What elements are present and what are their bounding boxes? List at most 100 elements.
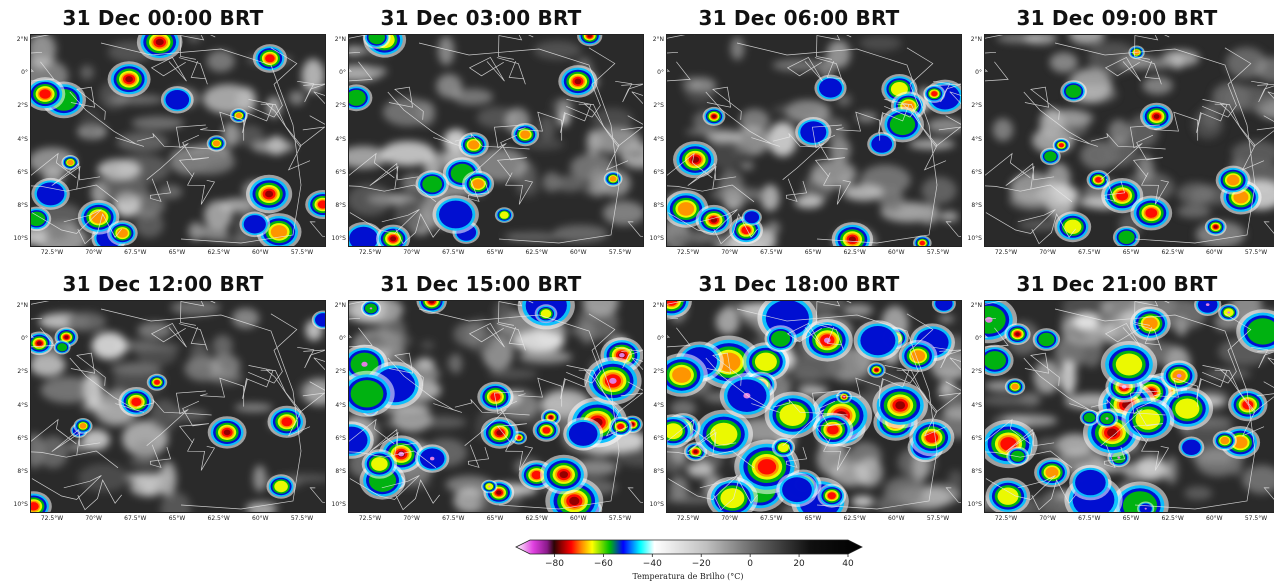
latitude-tick-label: 6°S [335,434,346,442]
latitude-tick-label: 6°S [653,434,664,442]
brightness-temperature-map [348,300,644,513]
latitude-tick-label: 10°S [13,501,28,508]
latitude-tick-label: 0° [21,69,28,77]
longitude-tick-label: 60°W [252,249,269,256]
longitude-tick-label: 57.5°W [290,249,314,256]
brightness-temperature-map [984,300,1274,513]
brightness-temperature-map [984,34,1274,247]
longitude-tick-label: 57.5°W [1244,249,1268,256]
satellite-panel: 31 Dec 21:00 BRT 2°N 0° 2°S 4°S 6°S 8°S 10°S 72.… [958,272,1274,534]
longitude-tick-label: 67.5°W [124,249,147,256]
brightness-temperature-map [666,300,962,513]
panel-title: 31 Dec 03:00 BRT [380,6,582,30]
latitude-tick-label: 10°S [649,235,664,242]
colorbar-tick-label: −20 [691,559,711,569]
latitude-tick-label: 2°N [334,302,346,309]
latitude-tick-label: 2°S [17,102,28,110]
longitude-tick-label: 72.5°W [40,515,64,522]
latitude-tick-label: 2°N [334,36,346,43]
latitude-tick-label: 0° [339,335,346,343]
latitude-tick-label: 2°N [970,36,982,43]
longitude-tick-label: 60°W [1206,515,1223,522]
colorbar-tick-label: 20 [793,559,805,569]
longitude-tick-label: 60°W [1206,249,1223,256]
satellite-panel: 31 Dec 03:00 BRT 2°N 0° 2°S 4°S 6°S 8°S 10°S 72.… [322,6,644,268]
panel-title: 31 Dec 12:00 BRT [62,272,264,296]
panel-title: 31 Dec 09:00 BRT [1016,6,1218,30]
latitude-tick-label: 2°N [16,36,28,43]
satellite-panel: 31 Dec 09:00 BRT 2°N 0° 2°S 4°S 6°S 8°S 10°S 72.… [958,6,1274,268]
latitude-tick-label: 0° [21,335,28,343]
longitude-tick-label: 67.5°W [760,515,783,522]
panel-title: 31 Dec 18:00 BRT [698,272,900,296]
longitude-tick-label: 67.5°W [1078,515,1101,522]
longitude-tick-label: 72.5°W [358,515,382,522]
longitude-tick-label: 65°W [486,249,504,256]
satellite-panel: 31 Dec 15:00 BRT 2°N 0° 2°S 4°S 6°S 8°S 10°S 72.… [322,272,644,534]
longitude-tick-label: 72.5°W [994,249,1018,256]
latitude-tick-label: 8°S [971,467,982,475]
colorbar-tick-label: 40 [842,559,854,569]
latitude-tick-label: 8°S [335,201,346,209]
longitude-tick-label: 62.5°W [525,249,548,256]
longitude-tick-label: 62.5°W [207,515,230,522]
longitude-tick-label: 72.5°W [358,249,382,256]
colorbar-tick-label: −40 [642,559,662,569]
longitude-tick-label: 70°W [85,515,102,522]
latitude-tick-label: 2°N [652,36,664,43]
brightness-temperature-map [30,300,326,513]
longitude-tick-label: 62.5°W [1161,249,1184,256]
longitude-tick-label: 67.5°W [1078,249,1101,256]
latitude-tick-label: 2°S [971,102,982,110]
longitude-tick-label: 67.5°W [760,249,783,256]
longitude-tick-label: 70°W [403,515,420,522]
latitude-tick-label: 6°S [17,168,28,176]
colorbar-tick-label: −60 [593,559,613,569]
colorbar-label: Temperatura de Brilho (°C) [632,572,744,581]
panel-title: 31 Dec 15:00 BRT [380,272,582,296]
latitude-tick-label: 10°S [967,235,982,242]
longitude-tick-label: 57.5°W [290,515,314,522]
latitude-tick-label: 8°S [17,467,28,475]
longitude-tick-label: 70°W [721,515,738,522]
longitude-tick-label: 72.5°W [994,515,1018,522]
longitude-tick-label: 67.5°W [124,515,147,522]
latitude-tick-label: 10°S [13,235,28,242]
satellite-panel: 31 Dec 00:00 BRT 2°N 0° 2°S 4°S 6°S 8°S 10°S 72.… [4,6,326,268]
satellite-panel: 31 Dec 18:00 BRT 2°N 0° 2°S 4°S 6°S 8°S 10°S 72.… [640,272,962,534]
longitude-tick-label: 62.5°W [207,249,230,256]
longitude-tick-label: 72.5°W [40,249,64,256]
longitude-tick-label: 60°W [888,515,905,522]
latitude-tick-label: 2°S [335,102,346,110]
longitude-tick-label: 62.5°W [843,515,866,522]
latitude-tick-label: 0° [657,69,664,77]
latitude-tick-label: 10°S [649,501,664,508]
latitude-tick-label: 4°S [335,135,346,143]
latitude-tick-label: 4°S [653,401,664,409]
latitude-tick-label: 6°S [971,434,982,442]
latitude-tick-label: 2°S [17,368,28,376]
latitude-tick-label: 10°S [967,501,982,508]
longitude-tick-label: 65°W [804,515,822,522]
longitude-tick-label: 60°W [570,515,587,522]
latitude-tick-label: 6°S [17,434,28,442]
latitude-tick-label: 0° [657,335,664,343]
longitude-tick-label: 65°W [168,515,186,522]
longitude-tick-label: 72.5°W [676,515,700,522]
longitude-tick-label: 57.5°W [608,515,632,522]
panel-title: 31 Dec 06:00 BRT [698,6,900,30]
latitude-tick-label: 10°S [331,501,346,508]
latitude-tick-label: 2°S [653,102,664,110]
longitude-tick-label: 65°W [1122,515,1140,522]
longitude-tick-label: 60°W [888,249,905,256]
longitude-tick-label: 65°W [1122,249,1140,256]
longitude-tick-label: 57.5°W [1244,515,1268,522]
longitude-tick-label: 70°W [403,249,420,256]
longitude-tick-label: 67.5°W [442,249,465,256]
latitude-tick-label: 10°S [331,235,346,242]
brightness-temperature-map [30,34,326,247]
latitude-tick-label: 2°S [335,368,346,376]
latitude-tick-label: 8°S [971,201,982,209]
longitude-tick-label: 70°W [1039,515,1056,522]
colorbar: −80 −60 −40 −20 0 20 40 Temperatura de Brilho … [508,536,868,586]
